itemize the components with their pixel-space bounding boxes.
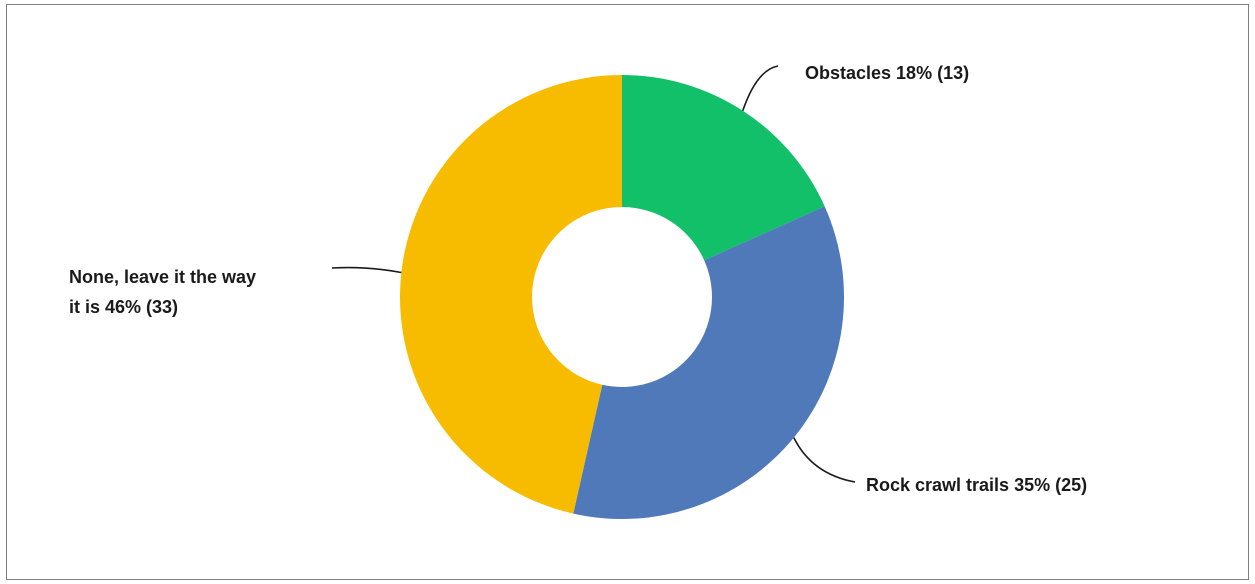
leader-obstacles bbox=[742, 65, 779, 111]
leader-rock-crawl-trails bbox=[793, 437, 856, 483]
slice-none-leave-it-the-way-it-is bbox=[400, 75, 622, 514]
label-none-leave-it: None, leave it the way it is 46% (33) bbox=[69, 267, 261, 317]
leader-none-leave-it bbox=[331, 266, 402, 274]
leader-lines bbox=[331, 65, 856, 483]
slice-rock-crawl-trails bbox=[573, 206, 844, 519]
label-obstacles: Obstacles 18% (13) bbox=[805, 63, 969, 83]
label-none-line-2: it is 46% (33) bbox=[69, 297, 178, 317]
slice-obstacles bbox=[622, 75, 825, 261]
donut-slices bbox=[400, 75, 844, 519]
label-none-line-1: None, leave it the way bbox=[69, 267, 256, 287]
label-rock-crawl-trails: Rock crawl trails 35% (25) bbox=[866, 475, 1087, 495]
